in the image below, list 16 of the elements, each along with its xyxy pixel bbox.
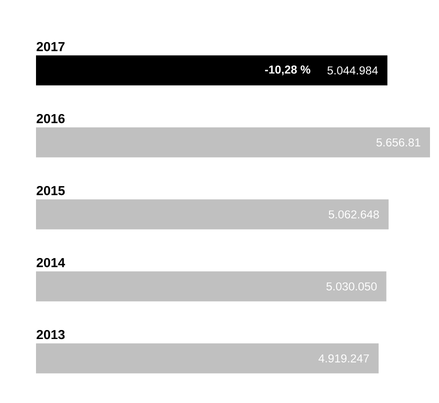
data-label: 4.919.247 [318,354,369,362]
annotation: -10,28 % [265,65,310,76]
y-tick-label: 2017 [36,42,65,52]
data-label: 5.030.050 [326,282,377,290]
data-label: 5.062.648 [328,210,379,218]
bar [36,199,389,230]
data-label: 5.044.984 [327,66,378,74]
y-tick-label: 2013 [36,330,65,340]
y-tick-label: 2016 [36,114,65,124]
y-tick-label: 2014 [36,258,66,268]
bar [36,55,388,86]
data-label: 5.656.81 [376,138,420,146]
bar [36,271,386,302]
bar [36,343,379,374]
y-tick-label: 2015 [36,186,65,196]
bar [36,127,430,158]
